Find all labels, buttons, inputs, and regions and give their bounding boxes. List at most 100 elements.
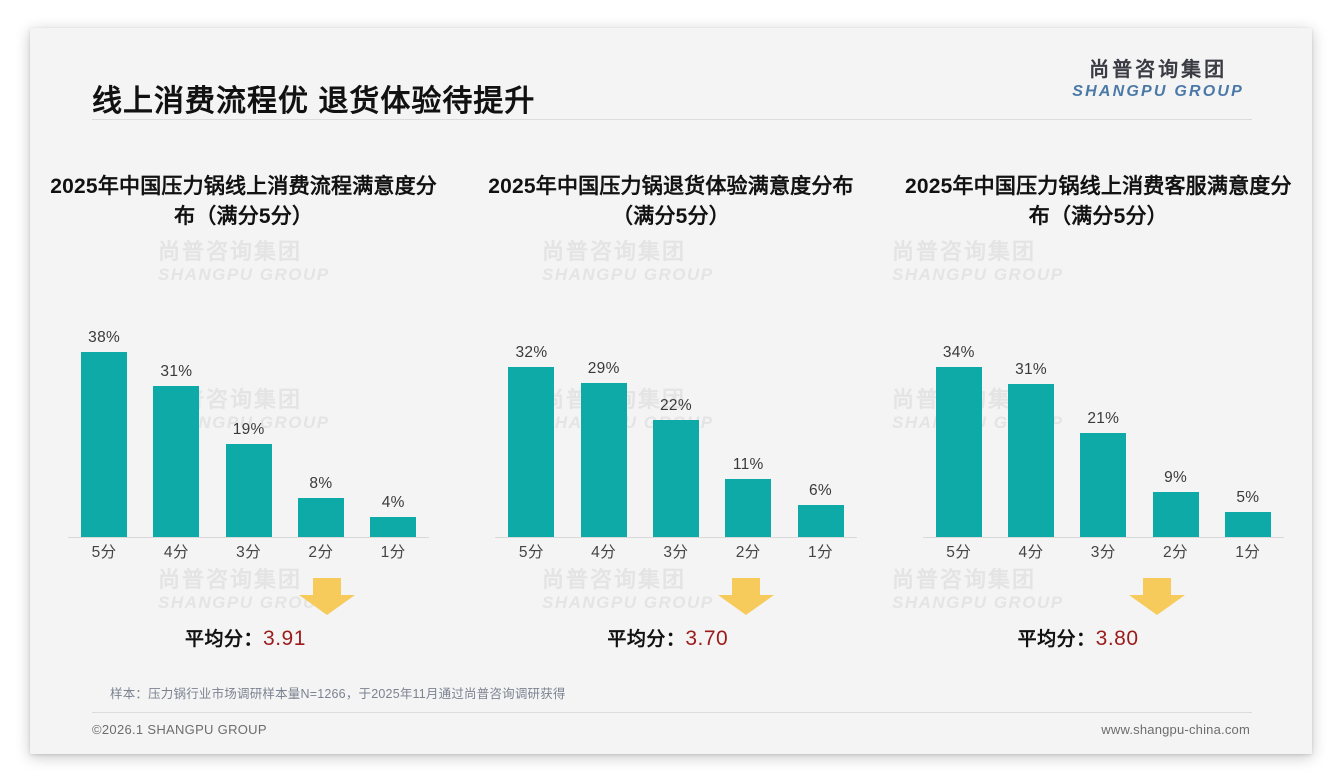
bar-group-1: 38% 31% 19% 8% (68, 308, 429, 537)
bar-chart-1: 38% 31% 19% 8% (30, 308, 457, 561)
average-block-3: 平均分：3.80 (885, 578, 1312, 668)
x-tick-label: 1分 (807, 544, 834, 561)
bar-slot: 22% (640, 308, 712, 537)
bar[interactable] (370, 517, 417, 537)
x-axis-line (495, 537, 857, 538)
bar-value-label: 34% (942, 344, 975, 361)
bar-value-label: 32% (515, 344, 548, 361)
average-score-value: 3.70 (685, 627, 729, 650)
copyright-text: ©2026.1 SHANGPU GROUP (92, 722, 267, 737)
bar[interactable] (225, 444, 272, 537)
bar-slot: 11% (712, 308, 784, 537)
bar-slot: 9% (1139, 308, 1211, 537)
average-score-value: 3.91 (263, 627, 306, 650)
bar-value-label: 31% (160, 363, 193, 380)
bar-value-label: 22% (660, 397, 692, 414)
average-score-label: 平均分： (185, 629, 264, 650)
sample-note: 样本：压力锅行业市场调研样本量N=1266，于2025年11月通过尚普咨询调研获… (110, 687, 566, 701)
bar-value-label: 11% (732, 456, 764, 473)
x-tick-label: 2分 (735, 544, 761, 561)
bar[interactable] (1224, 512, 1271, 537)
bar[interactable] (297, 498, 344, 537)
x-tick-label: 1分 (380, 544, 406, 561)
chart-title-1: 2025年中国压力锅线上消费流程满意度分布（满分5分） (50, 175, 438, 228)
down-arrow-icon (1128, 578, 1186, 616)
chart-panel-3: 2025年中国压力锅线上消费客服满意度分布（满分5分） 34% 31% 21% (885, 148, 1312, 668)
bar-value-label: 5% (1236, 489, 1260, 506)
x-tick-label: 3分 (663, 544, 689, 561)
average-score-1: 平均分：3.91 (185, 624, 306, 651)
bar-slot: 8% (285, 308, 357, 537)
x-axis-line (68, 537, 430, 538)
chart-panel-1: 2025年中国压力锅线上消费流程满意度分布（满分5分） 38% 31% 19% (30, 148, 457, 668)
footer-divider (92, 712, 1252, 713)
bar-slot: 19% (213, 308, 285, 537)
header-divider (92, 119, 1252, 120)
x-axis-line (922, 537, 1284, 538)
bar-slot: 31% (995, 308, 1067, 537)
x-tick-label: 4分 (163, 544, 189, 561)
bar-slot: 4% (357, 308, 429, 537)
bar[interactable] (797, 505, 844, 537)
bar[interactable] (508, 367, 555, 537)
down-arrow-icon (717, 578, 775, 616)
x-tick-label: 2分 (1163, 544, 1189, 561)
down-arrow-icon (298, 578, 356, 616)
x-axis-labels-2: 5分 4分 3分 2分 1分 (495, 540, 856, 562)
bar-slot: 32% (495, 308, 567, 537)
average-score-label: 平均分： (1017, 629, 1096, 650)
bar-value-label: 21% (1087, 410, 1120, 427)
bar-value-label: 38% (88, 329, 121, 346)
x-tick-label: 4分 (591, 544, 617, 561)
bar-slot: 31% (140, 308, 212, 537)
x-tick-label: 5分 (91, 544, 117, 561)
x-tick-label: 5分 (946, 544, 972, 561)
average-block-1: 平均分：3.91 (30, 578, 457, 668)
bar[interactable] (81, 352, 128, 537)
bar[interactable] (1080, 433, 1127, 537)
chart-title-2: 2025年中国压力锅退货体验满意度分布（满分5分） (488, 175, 854, 228)
bar[interactable] (725, 479, 772, 537)
bar-slot: 29% (568, 308, 640, 537)
bar-group-2: 32% 29% 22% 11% (495, 308, 856, 537)
x-tick-label: 3分 (1090, 544, 1116, 561)
bar-value-label: 6% (809, 482, 833, 499)
bar[interactable] (153, 386, 200, 537)
bar-value-label: 9% (1164, 469, 1188, 486)
bar[interactable] (1008, 384, 1055, 537)
x-axis-labels-1: 5分 4分 3分 2分 1分 (68, 540, 429, 562)
slide-header: 线上消费流程优 退货体验待提升 尚普咨询集团 SHANGPU GROUP (30, 28, 1312, 120)
bar-value-label: 29% (587, 360, 620, 377)
average-score-label: 平均分： (607, 629, 686, 650)
average-score-3: 平均分：3.80 (1018, 624, 1139, 651)
bar-slot: 6% (784, 308, 856, 537)
bar-chart-3: 34% 31% 21% 9% (885, 308, 1312, 561)
bar-value-label: 8% (309, 475, 333, 492)
charts-row: 2025年中国压力锅线上消费流程满意度分布（满分5分） 38% 31% 19% (30, 148, 1312, 668)
chart-panel-2: 2025年中国压力锅退货体验满意度分布（满分5分） 32% 29% 22% (457, 148, 884, 668)
x-tick-label: 5分 (518, 544, 545, 561)
brand-logo-en: SHANGPU GROUP (1072, 83, 1244, 100)
bar[interactable] (652, 420, 699, 537)
average-score-2: 平均分：3.70 (607, 624, 728, 651)
brand-logo-cn: 尚普咨询集团 (1089, 59, 1228, 81)
x-tick-label: 3分 (236, 544, 262, 561)
x-tick-label: 4分 (1018, 544, 1044, 561)
chart-title-3: 2025年中国压力锅线上消费客服满意度分布（满分5分） (904, 175, 1292, 228)
average-block-2: 平均分：3.70 (457, 578, 884, 668)
bar-slot: 38% (68, 308, 140, 537)
bar-slot: 5% (1212, 308, 1284, 537)
x-axis-labels-3: 5分 4分 3分 2分 1分 (923, 540, 1284, 562)
brand-logo: 尚普咨询集团 SHANGPU GROUP (1072, 60, 1244, 100)
bar-chart-2: 32% 29% 22% 11% (457, 308, 884, 561)
bar-slot: 21% (1067, 308, 1139, 537)
bar-value-label: 31% (1015, 361, 1048, 378)
website-link[interactable]: www.shangpu-china.com (1101, 722, 1250, 737)
bar-value-label: 4% (381, 494, 405, 511)
bar[interactable] (580, 383, 627, 537)
x-tick-label: 1分 (1235, 544, 1261, 561)
bar[interactable] (935, 367, 982, 537)
bar-value-label: 19% (232, 421, 265, 438)
bar[interactable] (1152, 492, 1199, 537)
bar-group-3: 34% 31% 21% 9% (923, 308, 1284, 537)
